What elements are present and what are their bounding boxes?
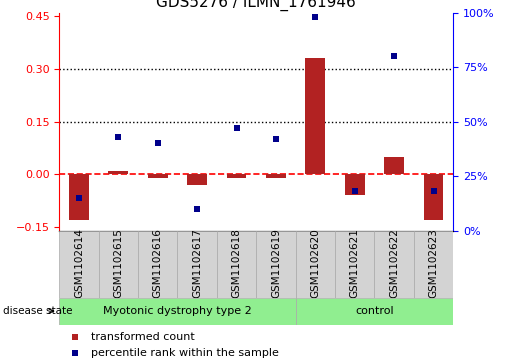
Bar [345, 174, 365, 195]
Text: percentile rank within the sample: percentile rank within the sample [91, 348, 279, 358]
Point [430, 188, 438, 194]
Bar [59, 298, 296, 325]
Point [71, 334, 79, 340]
Point [232, 125, 241, 131]
Text: GSM1102615: GSM1102615 [113, 228, 123, 298]
Bar [217, 231, 256, 298]
Text: GSM1102623: GSM1102623 [428, 228, 438, 298]
Title: GDS5276 / ILMN_1761946: GDS5276 / ILMN_1761946 [157, 0, 356, 11]
Bar [296, 298, 453, 325]
Point [311, 14, 319, 20]
Bar [384, 157, 404, 174]
Bar [374, 231, 414, 298]
Text: GSM1102620: GSM1102620 [311, 228, 320, 298]
Point [390, 53, 398, 59]
Point [114, 134, 123, 140]
Text: GSM1102619: GSM1102619 [271, 228, 281, 298]
Bar [414, 231, 453, 298]
Bar [69, 174, 89, 220]
Bar [59, 231, 99, 298]
Text: GSM1102616: GSM1102616 [153, 228, 163, 298]
Point [351, 188, 359, 194]
Bar [148, 174, 167, 178]
Bar [424, 174, 443, 220]
Bar [109, 171, 128, 174]
Bar [138, 231, 177, 298]
Bar [187, 174, 207, 185]
Text: control: control [355, 306, 393, 316]
Bar [256, 231, 296, 298]
Text: disease state: disease state [3, 306, 72, 316]
Bar [305, 58, 325, 174]
Text: GSM1102622: GSM1102622 [389, 228, 399, 298]
Bar [335, 231, 374, 298]
Text: GSM1102614: GSM1102614 [74, 228, 84, 298]
Point [272, 136, 280, 142]
Text: GSM1102618: GSM1102618 [232, 228, 242, 298]
Bar [296, 231, 335, 298]
Text: Myotonic dystrophy type 2: Myotonic dystrophy type 2 [103, 306, 252, 316]
Point [71, 350, 79, 356]
Point [75, 195, 83, 201]
Point [193, 206, 201, 212]
Bar [99, 231, 138, 298]
Bar [177, 231, 217, 298]
Point [153, 140, 162, 146]
Bar [266, 174, 286, 178]
Bar [227, 174, 246, 178]
Text: transformed count: transformed count [91, 332, 195, 342]
Text: GSM1102621: GSM1102621 [350, 228, 359, 298]
Text: GSM1102617: GSM1102617 [192, 228, 202, 298]
